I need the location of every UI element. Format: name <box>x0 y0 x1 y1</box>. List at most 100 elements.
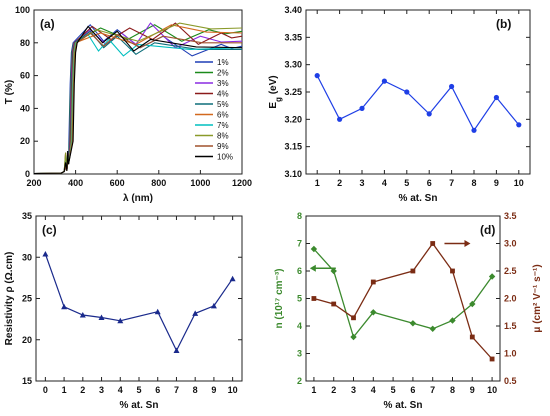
x-tick-label: 1000 <box>190 178 210 188</box>
data-point-n <box>330 267 337 275</box>
data-point <box>61 303 68 310</box>
panel-label: (a) <box>40 17 55 31</box>
data-point <box>471 127 477 133</box>
y-left-tick-label: 5 <box>297 294 302 304</box>
x-tick-label: 10 <box>487 385 497 395</box>
x-tick-label: 1 <box>315 178 320 188</box>
plot-frame <box>305 9 531 175</box>
x-tick-label: 3 <box>99 385 104 395</box>
series-line <box>44 253 234 352</box>
data-point <box>359 105 365 111</box>
x-tick-label: 8 <box>471 178 476 188</box>
y-left-tick-label: 7 <box>297 239 302 249</box>
legend-label: 4% <box>217 90 229 99</box>
x-tick-label: 3 <box>351 385 356 395</box>
y-tick-label: 3.30 <box>284 60 302 70</box>
y-right-tick-label: 2.5 <box>504 266 517 276</box>
y-tick-label: 25 <box>22 294 32 304</box>
panel-label: (d) <box>480 223 495 237</box>
x-tick-label: 2 <box>337 178 342 188</box>
data-point-mu <box>469 334 475 340</box>
y-left-axis-title: n (10¹⁷ cm⁻³) <box>274 269 285 329</box>
x-tick-label: 5 <box>391 385 396 395</box>
data-point <box>154 308 161 315</box>
y-axis-title-unit: (eV) <box>268 75 279 97</box>
series-line-10% <box>33 25 243 175</box>
x-axis-title: % at. Sn <box>384 400 423 411</box>
data-point-mu <box>410 268 416 274</box>
y-left-tick-label: 3 <box>297 349 302 359</box>
legend-label: 9% <box>217 142 229 151</box>
legend-label: 1% <box>217 58 229 67</box>
x-tick-label: 1200 <box>232 178 252 188</box>
legend-label: 6% <box>217 111 229 120</box>
x-tick-label: 600 <box>110 178 125 188</box>
y-right-tick-label: 0.5 <box>504 376 517 386</box>
x-tick-label: 9 <box>211 385 216 395</box>
x-tick-label: 4 <box>382 178 387 188</box>
y-tick-label: 100 <box>15 5 30 15</box>
x-tick-label: 7 <box>430 385 435 395</box>
y-left-tick-label: 8 <box>297 211 302 221</box>
data-point-mu <box>331 301 337 307</box>
y-right-tick-label: 3.5 <box>504 211 517 221</box>
x-tick-label: 9 <box>470 385 475 395</box>
x-tick-label: 2 <box>80 385 85 395</box>
y-left-tick-label: 2 <box>297 376 302 386</box>
legend-label: 2% <box>217 69 229 78</box>
x-tick-label: 6 <box>427 178 432 188</box>
data-point <box>79 312 86 318</box>
panel-label: (c) <box>42 223 57 237</box>
y-axis-title: Resistivity ρ (Ω.cm) <box>4 252 15 346</box>
data-point-n <box>409 320 417 327</box>
legend-label: 3% <box>217 79 229 88</box>
x-tick-label: 4 <box>118 385 123 395</box>
data-point-n <box>370 309 377 316</box>
x-tick-label: 9 <box>494 178 499 188</box>
data-point <box>192 310 199 316</box>
panel-c-resistivity: 0 1 2 3 4 5 6 7 8 9 10 15 20 25 30 35 % at. Sn (c) Resisti… <box>4 211 243 411</box>
y-tick-label: 3.15 <box>284 142 302 152</box>
data-point <box>404 89 410 95</box>
x-tick-label: 2 <box>331 385 336 395</box>
data-point <box>229 275 236 282</box>
y-tick-label: 0 <box>25 169 30 179</box>
x-tick-label: 7 <box>174 385 179 395</box>
panel-label: (b) <box>496 17 511 31</box>
x-axis-title: λ (nm) <box>123 193 153 204</box>
y-tick-label: 3.25 <box>284 87 302 97</box>
panel-d-carrier-mobility: 1 2 3 4 5 6 7 8 9 1023456780.51.01.52.02.53.03.5%… <box>274 211 543 411</box>
legend-label: 5% <box>217 100 229 109</box>
arrow-head-left <box>309 264 316 272</box>
x-tick-label: 4 <box>371 385 376 395</box>
x-tick-label: 10 <box>514 178 524 188</box>
x-tick-label: 8 <box>193 385 198 395</box>
y-tick-label: 35 <box>22 211 32 221</box>
data-point-n <box>310 245 318 253</box>
x-tick-label: 200 <box>26 178 41 188</box>
series-line-5% <box>33 30 242 175</box>
y-right-axis-title: μ (cm² V⁻¹ s⁻¹) <box>532 264 543 332</box>
y-tick-label: 15 <box>22 376 32 386</box>
x-tick-label: 6 <box>155 385 160 395</box>
x-tick-label: 7 <box>449 178 454 188</box>
x-axis-title: % at. Sn <box>120 400 159 411</box>
y-tick-label: 60 <box>20 71 30 81</box>
y-axis-title: T (%) <box>4 80 15 104</box>
x-tick-label: 10 <box>228 385 238 395</box>
y-tick-label: 30 <box>22 252 32 262</box>
data-point <box>426 111 432 117</box>
y-right-tick-label: 2.0 <box>504 294 517 304</box>
data-point <box>516 122 522 128</box>
legend-label: 10% <box>217 153 233 162</box>
data-point <box>210 302 217 309</box>
data-point-mu <box>489 356 495 362</box>
series-line <box>316 75 520 132</box>
legend-label: 7% <box>217 121 229 130</box>
data-point-mu <box>370 279 376 285</box>
y-tick-label: 3.10 <box>284 169 302 179</box>
data-point <box>117 317 124 324</box>
y-axis-title: Eg (eV) <box>268 75 283 108</box>
y-tick-label: 3.35 <box>284 32 302 42</box>
